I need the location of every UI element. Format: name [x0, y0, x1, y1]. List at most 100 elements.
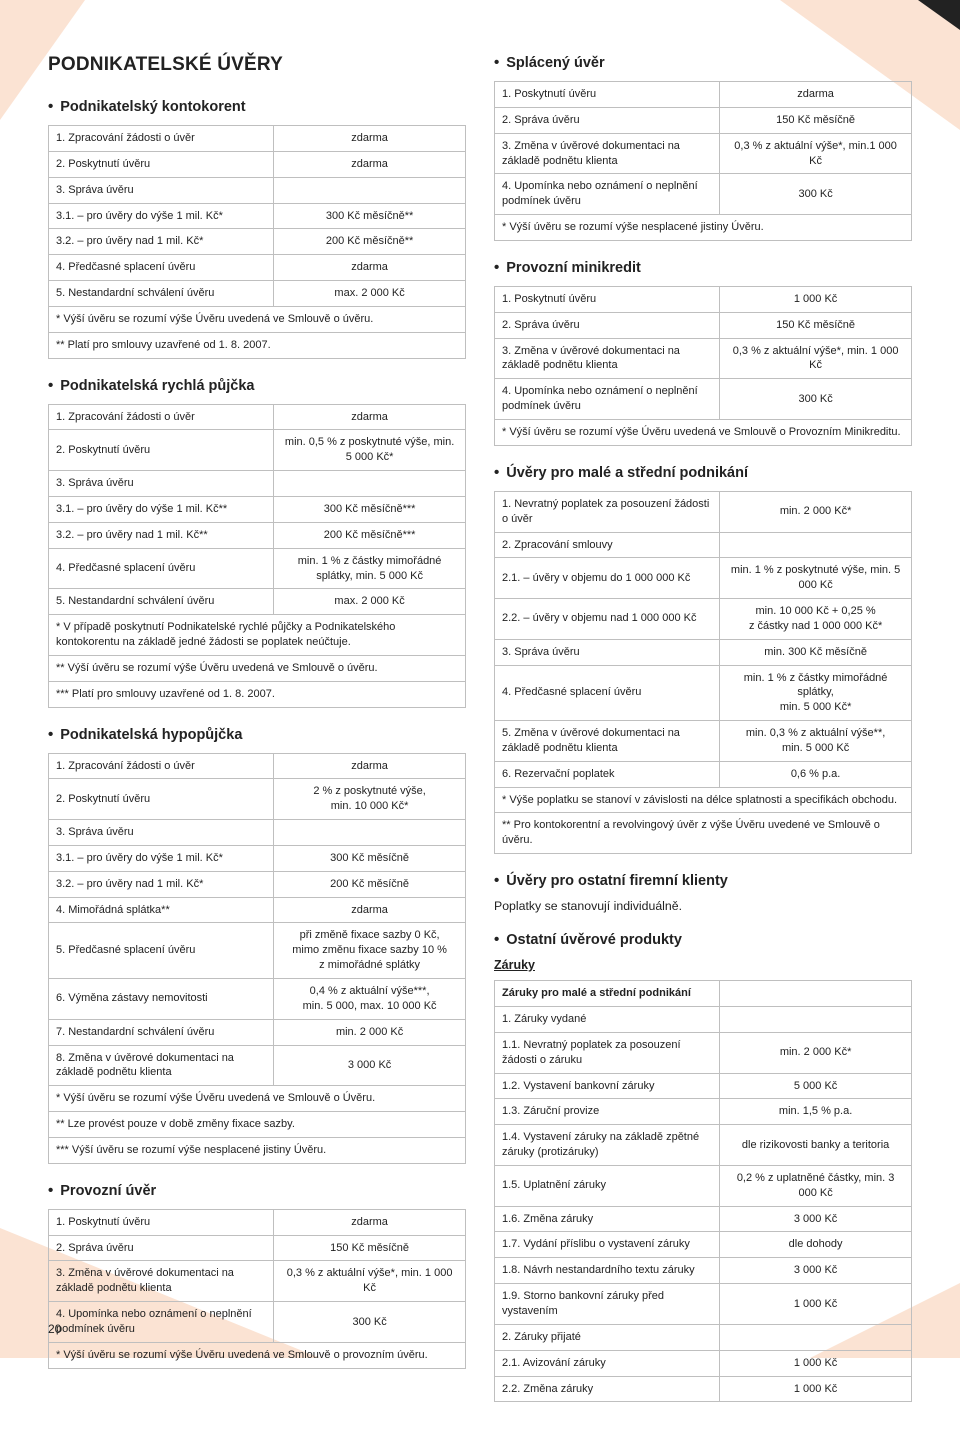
table-note: * Výší úvěru se rozumí výše Úvěru uveden… [495, 419, 912, 445]
table-cell-value: 1 000 Kč [720, 1350, 912, 1376]
table-cell-label: 1.5. Uplatnění záruky [495, 1165, 720, 1206]
table-cell-label: 3. Správa úvěru [495, 639, 720, 665]
table-cell-label: 1. Záruky vydané [495, 1007, 720, 1033]
table-note: * Výší úvěru se rozumí výše Úvěru uveden… [49, 1086, 466, 1112]
table-cell-label: 4. Upomínka nebo oznámení o neplnění pod… [495, 174, 720, 215]
table-cell-label: 3. Změna v úvěrové dokumentaci na základ… [49, 1261, 274, 1302]
table-cell-label: 1.3. Záruční provize [495, 1099, 720, 1125]
table-cell-value: min. 0,5 % z poskytnuté výše, min. 5 000… [274, 430, 466, 471]
table-header [720, 981, 912, 1007]
table-cell-label: 6. Rezervační poplatek [495, 761, 720, 787]
section-heading: Provozní úvěr [48, 1182, 466, 1199]
table-sme: 1. Nevratný poplatek za posouzení žádost… [494, 491, 912, 854]
table-cell-label: 2. Poskytnutí úvěru [49, 779, 274, 820]
table-note: * Výší úvěru se rozumí výše Úvěru uveden… [49, 1342, 466, 1368]
table-cell-label: 2. Záruky přijaté [495, 1324, 720, 1350]
table-cell-value: min. 1,5 % p.a. [720, 1099, 912, 1125]
table-cell-value: min. 1 % z poskytnuté výše, min. 5 000 K… [720, 558, 912, 599]
table-cell-label: 2. Správa úvěru [495, 107, 720, 133]
page-number: 20 [48, 1322, 61, 1336]
table-cell-label: 2. Správa úvěru [495, 312, 720, 338]
table-cell-value: 300 Kč měsíčně*** [274, 496, 466, 522]
table-cell-value: 0,2 % z uplatněné částky, min. 3 000 Kč [720, 1165, 912, 1206]
table-cell-label: 2. Poskytnutí úvěru [49, 151, 274, 177]
table-cell-label: 2.1. Avizování záruky [495, 1350, 720, 1376]
table-cell-value: zdarma [274, 1209, 466, 1235]
table-cell-label: 3.2. – pro úvěry nad 1 mil. Kč* [49, 871, 274, 897]
table-cell-value: 200 Kč měsíčně*** [274, 522, 466, 548]
table-cell-value: min. 300 Kč měsíčně [720, 639, 912, 665]
table-minikredit: 1. Poskytnutí úvěru1 000 Kč2. Správa úvě… [494, 286, 912, 446]
right-column: Splácený úvěr 1. Poskytnutí úvěruzdarma2… [494, 54, 912, 1402]
table-cell-value: 300 Kč [720, 174, 912, 215]
section-heading: Úvěry pro malé a střední podnikání [494, 464, 912, 481]
table-cell-value: min. 2 000 Kč* [720, 491, 912, 532]
table-cell-value: 3 000 Kč [720, 1206, 912, 1232]
table-cell-value [720, 1324, 912, 1350]
table-cell-label: 3. Správa úvěru [49, 471, 274, 497]
table-cell-label: 1. Zpracování žádosti o úvěr [49, 753, 274, 779]
table-cell-value: 300 Kč [720, 379, 912, 420]
table-rychla: 1. Zpracování žádosti o úvěrzdarma2. Pos… [48, 404, 466, 708]
table-cell-value: min. 1 % z částky mimořádné splátky,min.… [720, 665, 912, 721]
table-cell-value: 150 Kč měsíčně [274, 1235, 466, 1261]
table-cell-label: 1.7. Vydání příslibu o vystavení záruky [495, 1232, 720, 1258]
table-kontokorent: 1. Zpracování žádosti o úvěrzdarma2. Pos… [48, 125, 466, 359]
section-heading: Ostatní úvěrové produkty [494, 931, 912, 948]
table-cell-value: 0,3 % z aktuální výše*, min.1 000 Kč [720, 133, 912, 174]
table-cell-value: dle rizikovosti banky a teritoria [720, 1125, 912, 1166]
table-note: ** Pro kontokorentní a revolvingový úvěr… [495, 813, 912, 854]
table-note: * Výše poplatku se stanoví v závislosti … [495, 787, 912, 813]
table-cell-value: 0,6 % p.a. [720, 761, 912, 787]
table-cell-value: max. 2 000 Kč [274, 589, 466, 615]
table-cell-value: 0,3 % z aktuální výše*, min. 1 000 Kč [274, 1261, 466, 1302]
table-cell-value: 1 000 Kč [720, 286, 912, 312]
table-cell-value: 300 Kč měsíčně** [274, 203, 466, 229]
table-cell-value [274, 471, 466, 497]
table-cell-value: max. 2 000 Kč [274, 281, 466, 307]
table-cell-label: 1. Zpracování žádosti o úvěr [49, 126, 274, 152]
table-cell-label: 2. Správa úvěru [49, 1235, 274, 1261]
table-cell-value: zdarma [274, 897, 466, 923]
table-cell-value [720, 532, 912, 558]
table-cell-label: 4. Předčasné splacení úvěru [49, 548, 274, 589]
table-note: * Výší úvěru se rozumí výše nesplacené j… [495, 215, 912, 241]
left-column: PODNIKATELSKÉ ÚVĚRY Podnikatelský kontok… [48, 54, 466, 1402]
table-cell-label: 1.9. Storno bankovní záruky před vystave… [495, 1284, 720, 1325]
table-cell-value: 300 Kč [274, 1302, 466, 1343]
table-cell-label: 5. Nestandardní schválení úvěru [49, 281, 274, 307]
table-cell-value: 1 000 Kč [720, 1376, 912, 1402]
section-heading: Podnikatelský kontokorent [48, 98, 466, 115]
table-cell-value: zdarma [720, 82, 912, 108]
table-cell-label: 3. Správa úvěru [49, 820, 274, 846]
table-cell-value: 0,4 % z aktuální výše***,min. 5 000, max… [274, 979, 466, 1020]
table-cell-label: 5. Nestandardní schválení úvěru [49, 589, 274, 615]
table-cell-value: 150 Kč měsíčně [720, 312, 912, 338]
table-note: ** Lze provést pouze v době změny fixace… [49, 1112, 466, 1138]
table-cell-value: 150 Kč měsíčně [720, 107, 912, 133]
table-cell-label: 2. Zpracování smlouvy [495, 532, 720, 558]
table-cell-value: 3 000 Kč [720, 1258, 912, 1284]
table-note: ** Platí pro smlouvy uzavřené od 1. 8. 2… [49, 332, 466, 358]
table-cell-label: 3. Správa úvěru [49, 177, 274, 203]
table-cell-label: 3.1. – pro úvěry do výše 1 mil. Kč** [49, 496, 274, 522]
table-zaruky: Záruky pro malé a střední podnikání1. Zá… [494, 980, 912, 1402]
table-cell-label: 1.6. Změna záruky [495, 1206, 720, 1232]
table-cell-value: zdarma [274, 126, 466, 152]
table-note: * Výší úvěru se rozumí výše Úvěru uveden… [49, 306, 466, 332]
table-cell-value: zdarma [274, 753, 466, 779]
table-cell-label: 4. Upomínka nebo oznámení o neplnění pod… [49, 1302, 274, 1343]
table-cell-value: min. 2 000 Kč* [720, 1032, 912, 1073]
table-note: * V případě poskytnutí Podnikatelské ryc… [49, 615, 466, 656]
table-cell-label: 5. Změna v úvěrové dokumentaci na základ… [495, 721, 720, 762]
table-note: ** Výší úvěru se rozumí výše Úvěru uvede… [49, 655, 466, 681]
table-header: Záruky pro malé a střední podnikání [495, 981, 720, 1007]
table-cell-value: dle dohody [720, 1232, 912, 1258]
table-cell-value [720, 1007, 912, 1033]
table-cell-label: 2. Poskytnutí úvěru [49, 430, 274, 471]
table-cell-label: 4. Předčasné splacení úvěru [49, 255, 274, 281]
table-cell-value: 300 Kč měsíčně [274, 845, 466, 871]
table-cell-label: 4. Mimořádná splátka** [49, 897, 274, 923]
table-cell-label: 1. Zpracování žádosti o úvěr [49, 404, 274, 430]
table-note: *** Výší úvěru se rozumí výše nesplacené… [49, 1137, 466, 1163]
